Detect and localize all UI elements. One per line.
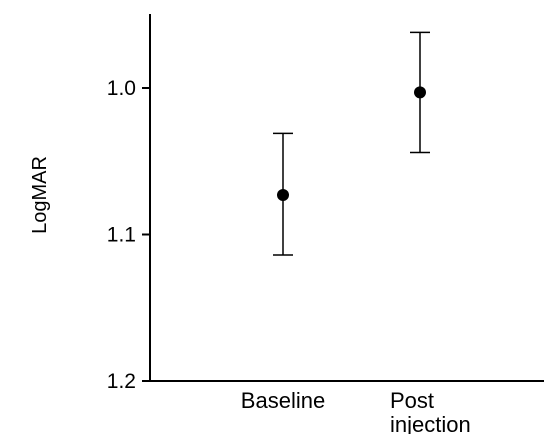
y-ticks: 1.0 1.1 1.2 (107, 77, 150, 393)
axes (149, 14, 544, 382)
data-marks (273, 31, 430, 256)
y-tick-label: 1.1 (107, 224, 136, 247)
mean-point (414, 86, 426, 99)
x-category-label: Baseline (241, 388, 325, 413)
y-tick-label: 1.0 (107, 77, 136, 100)
x-categories: Baseline Post injection (241, 388, 471, 434)
x-category-label: Post injection (390, 388, 471, 434)
y-tick-label: 1.2 (107, 370, 136, 393)
mean-point (277, 188, 289, 201)
y-axis-title: LogMAR (29, 156, 51, 234)
